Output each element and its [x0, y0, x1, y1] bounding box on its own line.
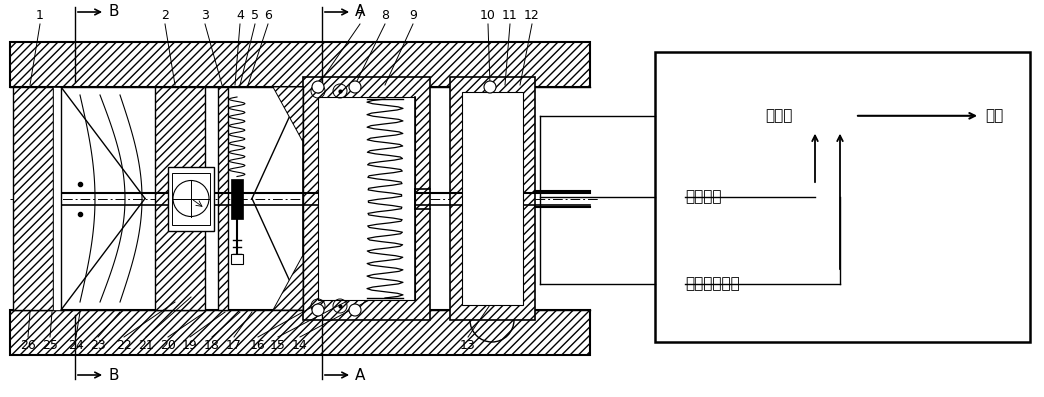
Text: 13: 13	[460, 339, 476, 352]
Circle shape	[349, 304, 361, 316]
Text: 17: 17	[227, 339, 242, 352]
Text: A: A	[355, 4, 365, 19]
Circle shape	[484, 81, 496, 93]
Bar	[450, 77, 535, 320]
Text: 7: 7	[356, 9, 364, 22]
Bar	[318, 97, 416, 300]
Text: 主控笱: 主控笱	[765, 108, 792, 123]
Bar	[172, 173, 210, 224]
Text: 12: 12	[524, 9, 540, 22]
Text: 18: 18	[204, 339, 220, 352]
Text: 4: 4	[236, 9, 244, 22]
Text: 23: 23	[90, 339, 105, 352]
Bar	[231, 254, 243, 264]
Text: 11: 11	[502, 9, 518, 22]
Text: 3: 3	[201, 9, 209, 22]
Text: 21: 21	[138, 339, 153, 352]
Text: 15: 15	[270, 339, 286, 352]
Bar	[231, 179, 243, 218]
Bar	[218, 87, 228, 310]
Bar	[53, 87, 61, 310]
Text: 10: 10	[480, 9, 496, 22]
Text: 9: 9	[409, 9, 417, 22]
Text: 马达控制: 马达控制	[685, 189, 721, 204]
Text: B: B	[108, 4, 119, 19]
Polygon shape	[272, 255, 303, 310]
Bar	[303, 77, 430, 320]
Bar	[462, 92, 523, 305]
Bar	[13, 87, 53, 310]
Text: 8: 8	[381, 9, 389, 22]
Text: 19: 19	[182, 339, 198, 352]
Text: 26: 26	[20, 339, 35, 352]
Text: 微机: 微机	[984, 108, 1003, 123]
Circle shape	[312, 81, 324, 93]
Circle shape	[312, 304, 324, 316]
Polygon shape	[272, 87, 303, 142]
Bar	[10, 42, 590, 87]
Text: 24: 24	[68, 339, 84, 352]
Text: 振动放大电路: 振动放大电路	[685, 276, 740, 291]
Text: 6: 6	[264, 9, 271, 22]
Text: 25: 25	[42, 339, 57, 352]
Bar	[655, 52, 1030, 342]
Bar	[168, 166, 214, 231]
Text: 22: 22	[116, 339, 132, 352]
Bar	[155, 87, 205, 310]
Text: A: A	[355, 368, 365, 382]
Bar	[10, 310, 590, 355]
Text: 1: 1	[37, 9, 44, 22]
Text: 2: 2	[161, 9, 169, 22]
Circle shape	[349, 81, 361, 93]
Text: 16: 16	[251, 339, 266, 352]
Text: 5: 5	[251, 9, 259, 22]
Text: 20: 20	[160, 339, 176, 352]
Text: B: B	[108, 368, 119, 382]
Text: 14: 14	[292, 339, 308, 352]
